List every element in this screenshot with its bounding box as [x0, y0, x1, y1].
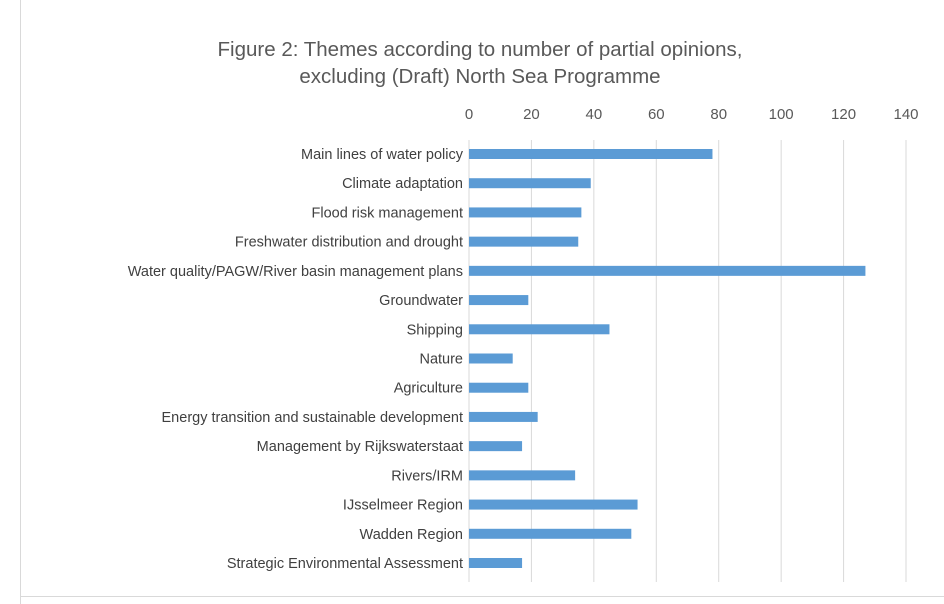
- bar: [469, 324, 610, 335]
- bar: [469, 178, 591, 189]
- category-labels: Main lines of water policy Climate adapta…: [128, 147, 464, 572]
- bar: [469, 236, 579, 247]
- category-label: Agriculture: [394, 381, 463, 397]
- bar: [469, 441, 523, 452]
- category-label: Energy transition and sustainable develo…: [162, 410, 463, 426]
- gridlines: [468, 140, 907, 582]
- bar: [469, 499, 638, 510]
- category-label: Main lines of water policy: [301, 147, 464, 163]
- category-label: Climate adaptation: [342, 176, 463, 192]
- bar: [469, 558, 523, 568]
- x-tick-label: 60: [648, 106, 665, 123]
- category-label: Freshwater distribution and drought: [235, 235, 463, 251]
- x-tick-label: 140: [893, 106, 918, 123]
- bar: [469, 528, 632, 539]
- chart-frame-bottom-border: [20, 596, 944, 597]
- category-label: Shipping: [407, 322, 463, 338]
- x-tick-label: 120: [831, 106, 856, 123]
- bar: [469, 382, 529, 393]
- bars: [469, 149, 866, 568]
- category-label: Rivers/IRM: [391, 468, 463, 484]
- category-label: Strategic Environmental Assessment: [227, 556, 463, 572]
- chart-title-line-1: Figure 2: Themes according to number of …: [217, 38, 743, 61]
- bar: [469, 353, 513, 364]
- category-label: Wadden Region: [360, 527, 463, 543]
- category-label: Management by Rijkswaterstaat: [257, 439, 463, 455]
- category-label: Nature: [419, 352, 463, 368]
- bar: [469, 470, 576, 481]
- bar: [469, 295, 529, 306]
- category-label: Groundwater: [379, 293, 463, 309]
- category-label: Flood risk management: [311, 205, 463, 221]
- category-label: Water quality/PAGW/River basin managemen…: [128, 264, 463, 280]
- bar: [469, 149, 713, 159]
- bar: [469, 207, 582, 218]
- category-label: IJsselmeer Region: [343, 498, 463, 514]
- x-tick-label: 100: [769, 106, 794, 123]
- chart-frame-left-border: [20, 0, 21, 604]
- bar: [469, 411, 538, 422]
- x-tick-label: 20: [523, 106, 540, 123]
- x-tick-label: 0: [465, 106, 473, 123]
- x-tick-label: 40: [586, 106, 603, 123]
- bar: [469, 265, 866, 276]
- x-tick-label: 80: [710, 106, 727, 123]
- x-axis-tick-labels: 0 20 40 60 80 100 120 140: [465, 106, 919, 123]
- chart-title-line-2: excluding (Draft) North Sea Programme: [299, 65, 661, 88]
